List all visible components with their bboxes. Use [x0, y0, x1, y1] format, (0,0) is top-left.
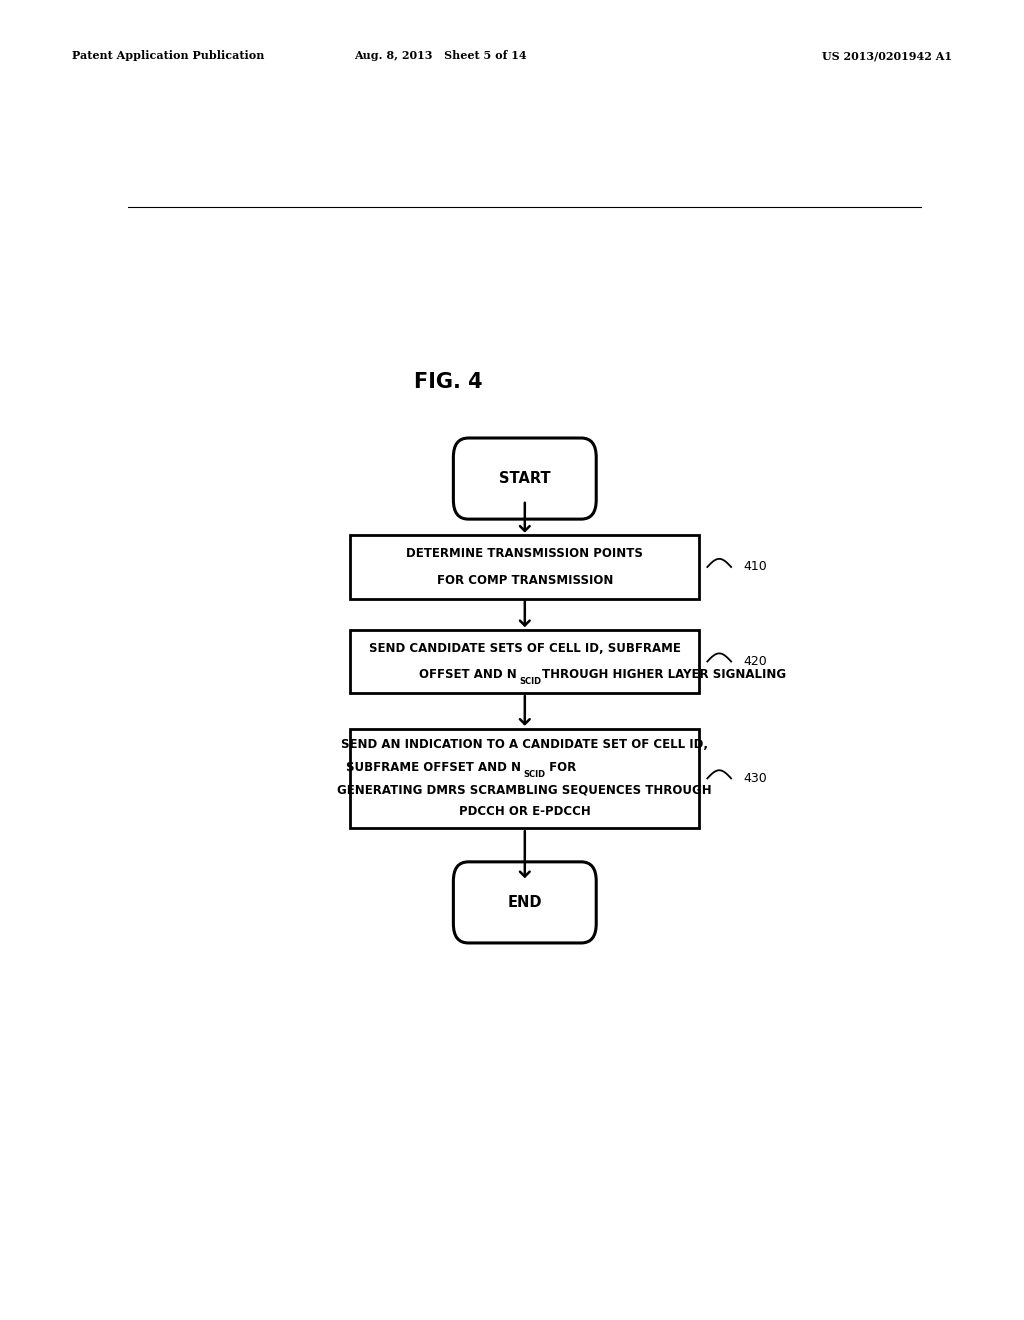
Text: 420: 420	[743, 655, 767, 668]
Text: US 2013/0201942 A1: US 2013/0201942 A1	[822, 50, 952, 61]
Text: OFFSET AND N: OFFSET AND N	[419, 668, 517, 681]
Text: 410: 410	[743, 561, 767, 573]
Text: Patent Application Publication: Patent Application Publication	[72, 50, 264, 61]
Text: GENERATING DMRS SCRAMBLING SEQUENCES THROUGH: GENERATING DMRS SCRAMBLING SEQUENCES THR…	[338, 783, 712, 796]
Text: 430: 430	[743, 772, 767, 785]
FancyBboxPatch shape	[454, 438, 596, 519]
Text: SCID: SCID	[523, 770, 546, 779]
FancyBboxPatch shape	[350, 536, 699, 598]
Text: FOR COMP TRANSMISSION: FOR COMP TRANSMISSION	[436, 574, 613, 586]
Text: FOR: FOR	[545, 760, 575, 774]
Text: DETERMINE TRANSMISSION POINTS: DETERMINE TRANSMISSION POINTS	[407, 548, 643, 560]
Text: SEND AN INDICATION TO A CANDIDATE SET OF CELL ID,: SEND AN INDICATION TO A CANDIDATE SET OF…	[341, 738, 709, 751]
Text: THROUGH HIGHER LAYER SIGNALING: THROUGH HIGHER LAYER SIGNALING	[543, 668, 786, 681]
Text: SCID: SCID	[519, 677, 542, 686]
Text: SEND CANDIDATE SETS OF CELL ID, SUBFRAME: SEND CANDIDATE SETS OF CELL ID, SUBFRAME	[369, 642, 681, 655]
FancyBboxPatch shape	[454, 862, 596, 942]
FancyBboxPatch shape	[350, 729, 699, 828]
Text: PDCCH OR E-PDCCH: PDCCH OR E-PDCCH	[459, 805, 591, 818]
Text: END: END	[508, 895, 542, 909]
Text: Aug. 8, 2013   Sheet 5 of 14: Aug. 8, 2013 Sheet 5 of 14	[354, 50, 526, 61]
Text: SUBFRAME OFFSET AND N: SUBFRAME OFFSET AND N	[346, 760, 521, 774]
Text: FIG. 4: FIG. 4	[414, 372, 482, 392]
Text: START: START	[499, 471, 551, 486]
Text: OFFSET AND NSCID THROUGH HIGHER LAYER SIGNALING: OFFSET AND NSCID THROUGH HIGHER LAYER SI…	[336, 668, 714, 681]
FancyBboxPatch shape	[350, 630, 699, 693]
